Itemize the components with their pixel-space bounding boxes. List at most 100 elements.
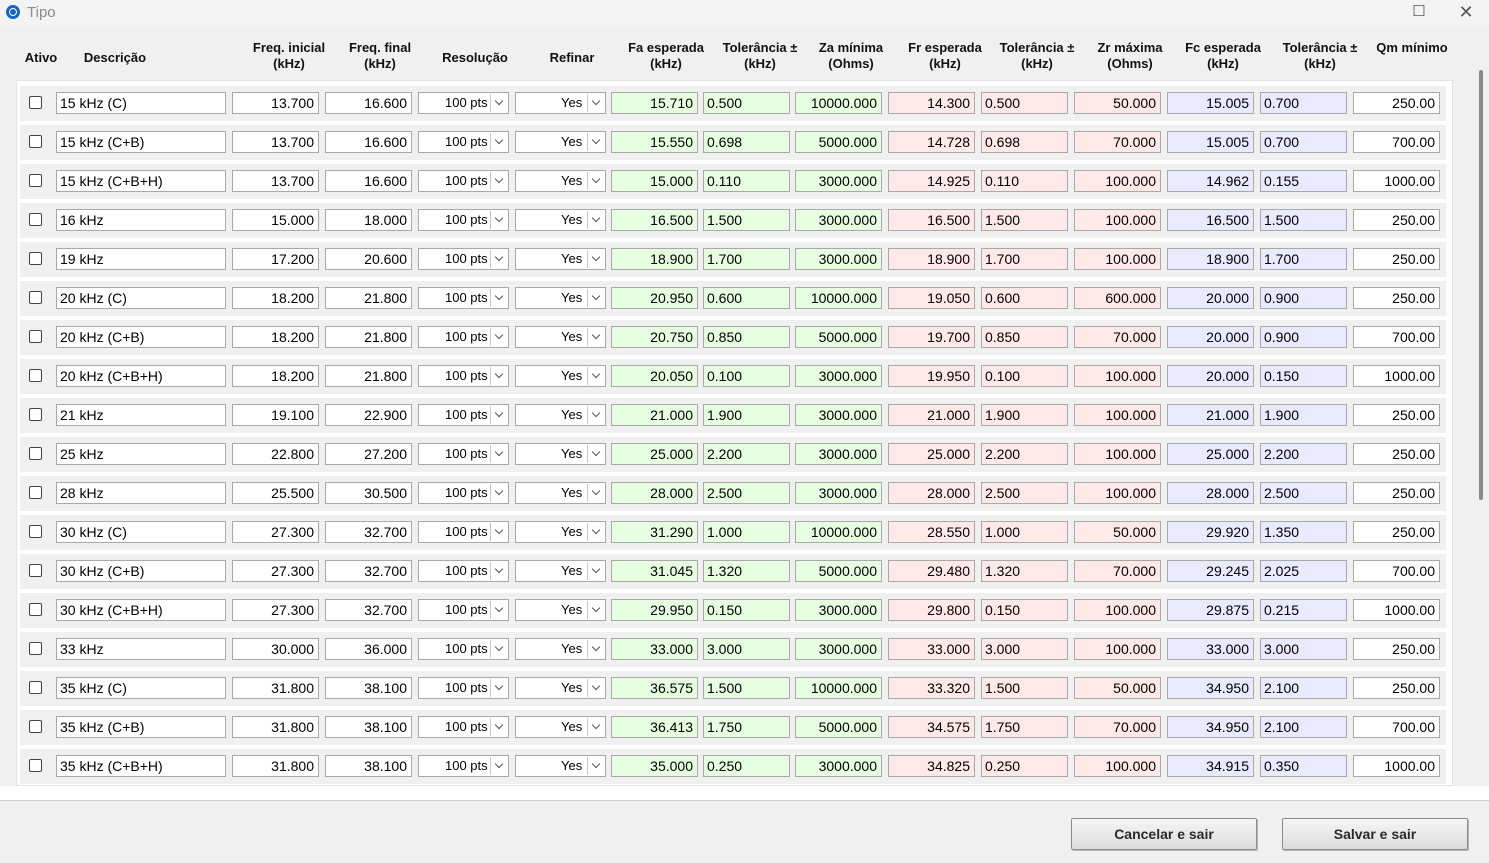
fr-esperada-field[interactable]: 28.000 — [888, 482, 975, 504]
za-minima-field[interactable]: 3000.000 — [795, 170, 882, 192]
tolerancia-fc-field[interactable]: 1.350 — [1260, 521, 1347, 543]
refinar-select[interactable]: Yes — [515, 638, 606, 660]
description-field[interactable]: 20 kHz (C+B+H) — [56, 365, 226, 387]
tolerancia-fc-field[interactable]: 2.500 — [1260, 482, 1347, 504]
description-field[interactable]: 35 kHz (C+B+H) — [56, 755, 226, 777]
description-field[interactable]: 30 kHz (C+B+H) — [56, 599, 226, 621]
fr-esperada-field[interactable]: 29.480 — [888, 560, 975, 582]
tolerancia-fc-field[interactable]: 0.700 — [1260, 92, 1347, 114]
fc-esperada-field[interactable]: 33.000 — [1167, 638, 1254, 660]
freq-inicial-field[interactable]: 27.300 — [232, 599, 319, 621]
freq-final-field[interactable]: 18.000 — [325, 209, 412, 231]
active-checkbox[interactable] — [29, 564, 42, 577]
freq-final-field[interactable]: 16.600 — [325, 92, 412, 114]
chevron-down-icon[interactable] — [490, 679, 507, 697]
qm-minimo-field[interactable]: 250.00 — [1353, 248, 1440, 270]
zr-maxima-field[interactable]: 50.000 — [1074, 677, 1161, 699]
tolerancia-fc-field[interactable]: 0.900 — [1260, 326, 1347, 348]
chevron-down-icon[interactable] — [490, 133, 507, 151]
fc-esperada-field[interactable]: 34.915 — [1167, 755, 1254, 777]
qm-minimo-field[interactable]: 1000.00 — [1353, 599, 1440, 621]
fa-esperada-field[interactable]: 16.500 — [611, 209, 698, 231]
fa-esperada-field[interactable]: 20.950 — [611, 287, 698, 309]
fa-esperada-field[interactable]: 28.000 — [611, 482, 698, 504]
freq-inicial-field[interactable]: 30.000 — [232, 638, 319, 660]
tolerancia-fr-field[interactable]: 0.150 — [981, 599, 1068, 621]
zr-maxima-field[interactable]: 100.000 — [1074, 638, 1161, 660]
chevron-down-icon[interactable] — [587, 289, 604, 307]
save-and-exit-button[interactable]: Salvar e sair — [1282, 818, 1468, 850]
fa-esperada-field[interactable]: 25.000 — [611, 443, 698, 465]
chevron-down-icon[interactable] — [490, 484, 507, 502]
freq-final-field[interactable]: 32.700 — [325, 521, 412, 543]
za-minima-field[interactable]: 3000.000 — [795, 755, 882, 777]
description-field[interactable]: 19 kHz — [56, 248, 226, 270]
zr-maxima-field[interactable]: 100.000 — [1074, 248, 1161, 270]
fa-esperada-field[interactable]: 20.050 — [611, 365, 698, 387]
refinar-select[interactable]: Yes — [515, 443, 606, 465]
tolerancia-fc-field[interactable]: 0.700 — [1260, 131, 1347, 153]
qm-minimo-field[interactable]: 250.00 — [1353, 482, 1440, 504]
resolucao-select[interactable]: 100 pts — [418, 248, 509, 270]
resolucao-select[interactable]: 100 pts — [418, 482, 509, 504]
chevron-down-icon[interactable] — [587, 562, 604, 580]
zr-maxima-field[interactable]: 100.000 — [1074, 482, 1161, 504]
tolerancia-fr-field[interactable]: 1.700 — [981, 248, 1068, 270]
tolerancia-fr-field[interactable]: 2.500 — [981, 482, 1068, 504]
za-minima-field[interactable]: 3000.000 — [795, 482, 882, 504]
active-checkbox[interactable] — [29, 720, 42, 733]
freq-inicial-field[interactable]: 13.700 — [232, 92, 319, 114]
active-checkbox[interactable] — [29, 408, 42, 421]
chevron-down-icon[interactable] — [490, 640, 507, 658]
chevron-down-icon[interactable] — [587, 328, 604, 346]
description-field[interactable]: 15 kHz (C+B+H) — [56, 170, 226, 192]
tolerancia-fa-field[interactable]: 3.000 — [703, 638, 790, 660]
freq-final-field[interactable]: 30.500 — [325, 482, 412, 504]
fr-esperada-field[interactable]: 19.950 — [888, 365, 975, 387]
qm-minimo-field[interactable]: 700.00 — [1353, 560, 1440, 582]
za-minima-field[interactable]: 10000.000 — [795, 677, 882, 699]
zr-maxima-field[interactable]: 50.000 — [1074, 92, 1161, 114]
tolerancia-fr-field[interactable]: 0.250 — [981, 755, 1068, 777]
active-checkbox[interactable] — [29, 174, 42, 187]
freq-inicial-field[interactable]: 25.500 — [232, 482, 319, 504]
fc-esperada-field[interactable]: 15.005 — [1167, 131, 1254, 153]
tolerancia-fc-field[interactable]: 1.900 — [1260, 404, 1347, 426]
chevron-down-icon[interactable] — [587, 757, 604, 775]
fc-esperada-field[interactable]: 16.500 — [1167, 209, 1254, 231]
za-minima-field[interactable]: 5000.000 — [795, 326, 882, 348]
fr-esperada-field[interactable]: 25.000 — [888, 443, 975, 465]
zr-maxima-field[interactable]: 70.000 — [1074, 560, 1161, 582]
description-field[interactable]: 16 kHz — [56, 209, 226, 231]
refinar-select[interactable]: Yes — [515, 599, 606, 621]
description-field[interactable]: 33 kHz — [56, 638, 226, 660]
resolucao-select[interactable]: 100 pts — [418, 287, 509, 309]
description-field[interactable]: 15 kHz (C) — [56, 92, 226, 114]
fr-esperada-field[interactable]: 16.500 — [888, 209, 975, 231]
chevron-down-icon[interactable] — [490, 328, 507, 346]
description-field[interactable]: 20 kHz (C) — [56, 287, 226, 309]
chevron-down-icon[interactable] — [587, 406, 604, 424]
active-checkbox[interactable] — [29, 759, 42, 772]
fr-esperada-field[interactable]: 21.000 — [888, 404, 975, 426]
qm-minimo-field[interactable]: 250.00 — [1353, 521, 1440, 543]
fr-esperada-field[interactable]: 29.800 — [888, 599, 975, 621]
tolerancia-fr-field[interactable]: 0.850 — [981, 326, 1068, 348]
tolerancia-fr-field[interactable]: 0.600 — [981, 287, 1068, 309]
freq-final-field[interactable]: 21.800 — [325, 326, 412, 348]
fc-esperada-field[interactable]: 29.920 — [1167, 521, 1254, 543]
tolerancia-fa-field[interactable]: 0.100 — [703, 365, 790, 387]
fr-esperada-field[interactable]: 34.825 — [888, 755, 975, 777]
tolerancia-fr-field[interactable]: 2.200 — [981, 443, 1068, 465]
resolucao-select[interactable]: 100 pts — [418, 404, 509, 426]
chevron-down-icon[interactable] — [490, 289, 507, 307]
description-field[interactable]: 35 kHz (C) — [56, 677, 226, 699]
qm-minimo-field[interactable]: 1000.00 — [1353, 365, 1440, 387]
freq-final-field[interactable]: 38.100 — [325, 755, 412, 777]
zr-maxima-field[interactable]: 100.000 — [1074, 599, 1161, 621]
fr-esperada-field[interactable]: 34.575 — [888, 716, 975, 738]
resolucao-select[interactable]: 100 pts — [418, 716, 509, 738]
chevron-down-icon[interactable] — [587, 445, 604, 463]
tolerancia-fc-field[interactable]: 1.500 — [1260, 209, 1347, 231]
tolerancia-fa-field[interactable]: 0.850 — [703, 326, 790, 348]
